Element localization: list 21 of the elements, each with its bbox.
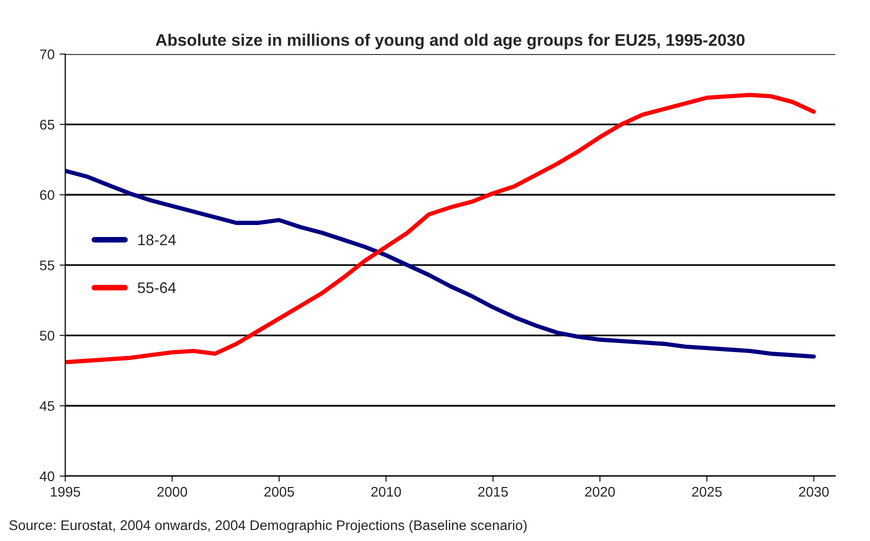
y-tick-label: 45: [40, 401, 54, 411]
legend-label: 55-64: [138, 282, 176, 294]
x-tick-label: 2005: [264, 486, 294, 497]
y-tick-label: 50: [40, 330, 54, 341]
x-tick-label: 2010: [371, 486, 401, 497]
x-tick-label: 2015: [478, 486, 508, 497]
y-tick-label: 65: [40, 120, 54, 130]
source-note: Source: Eurostat, 2004 onwards, 2004 Demographic Projections (Baseline scenario): [9, 520, 527, 533]
legend-label: 18-24: [138, 234, 176, 246]
line-series: [65, 168, 816, 359]
x-tick-label: 2000: [157, 486, 188, 497]
chart-title: Absolute size in millions of young and old age groups for EU25, 1995-2030: [156, 34, 745, 50]
line-series: [65, 92, 816, 364]
x-tick-label: 2025: [692, 486, 722, 497]
x-tick-label: 2020: [585, 486, 615, 497]
y-tick-label: 55: [40, 260, 54, 270]
y-tick-label: 70: [40, 49, 54, 60]
x-tick-label: 1995: [50, 486, 80, 497]
y-tick-label: 40: [40, 471, 54, 482]
x-tick-label: 2030: [799, 486, 829, 497]
y-tick-label: 60: [40, 190, 54, 200]
